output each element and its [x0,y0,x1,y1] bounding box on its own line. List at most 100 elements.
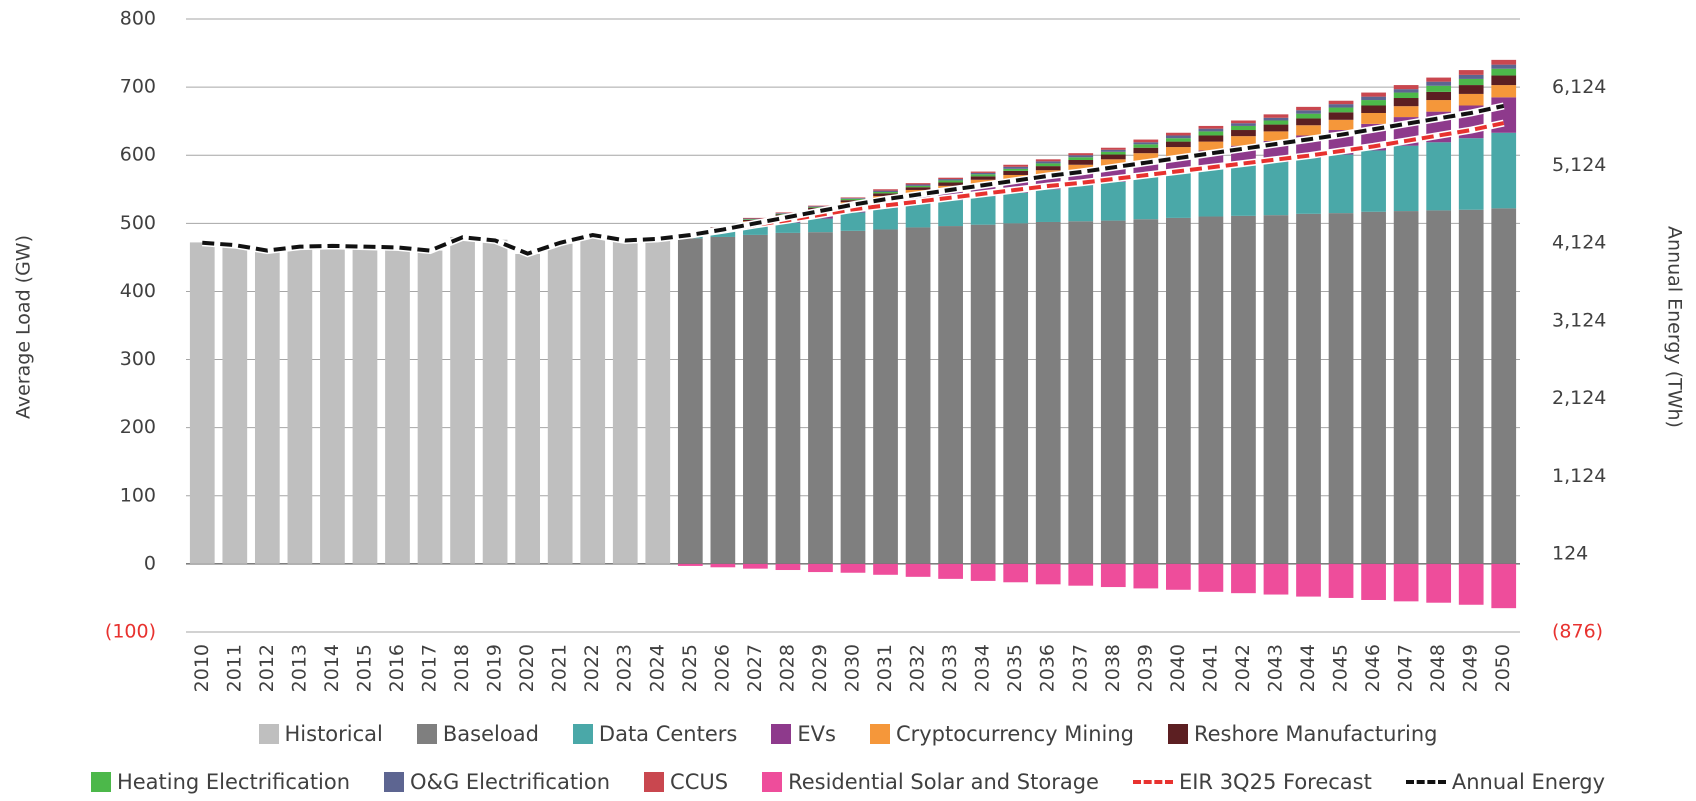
bar-segment [1068,155,1094,158]
bar-segment [840,198,866,199]
bar-segment [840,198,866,201]
bar-segment [775,212,801,214]
x-tick-label: 2026 [711,644,733,692]
bar-segment [1491,132,1517,209]
bar-segment [1003,563,1029,583]
bar-segment [1426,563,1452,603]
bar-segment [873,189,898,191]
bar-segment [938,226,963,564]
bar-segment [1263,563,1289,595]
x-tick-label: 2037 [1069,644,1091,692]
bar-segment [1296,125,1321,136]
bar-segment [1100,159,1126,168]
legend-item: Baseload [416,722,539,746]
legend-swatch [1405,780,1446,784]
legend-label: Heating Electrification [116,770,351,794]
bar-segment [743,219,768,220]
bar-segment [1361,211,1386,564]
bar-segment [1068,563,1094,586]
bar-segment [385,247,410,564]
y-tick-label: (100) [105,621,156,643]
legend-swatch [416,724,437,744]
legend-item: Historical [258,722,383,746]
bar-segment [1458,85,1484,94]
bar-segment [1458,209,1484,564]
x-tick-label: 2010 [191,644,213,692]
bar-segment [1328,154,1354,214]
bar-segment [1361,150,1386,212]
y-tick-label: 0 [144,552,156,574]
x-tick-label: 2015 [353,644,375,692]
bar-segment [710,563,736,568]
bar-segment [1231,165,1256,216]
x-tick-label: 2018 [451,644,473,692]
x-tick-label: 2012 [256,644,278,692]
y2-tick-label: 2,124 [1552,387,1606,409]
x-tick-label: 2048 [1427,644,1449,692]
y-tick-label: 800 [120,8,156,30]
bar-segment [873,192,898,194]
line [690,121,1505,237]
bar-segment [1361,105,1386,113]
bar-segment [938,563,963,579]
bar-segment [1426,210,1452,564]
bar-segment [1198,563,1224,592]
x-tick-label: 2023 [614,644,636,692]
bar-segment [873,193,898,197]
bar-segment [1296,213,1321,564]
bar-segment [189,242,215,564]
bar-segment [612,240,638,564]
bar-segment [1231,123,1256,126]
x-tick-label: 2016 [386,644,408,692]
legend-item: Residential Solar and Storage [762,770,1099,794]
x-tick-label: 2044 [1297,644,1319,692]
bar-segment [1166,172,1191,218]
bar-segment [1263,117,1289,121]
bar-segment [743,217,768,219]
bar-segment [1458,74,1484,79]
legend-label: Historical [284,722,383,746]
bar-segment [775,222,801,233]
bar-segment [1491,208,1517,564]
bar-segment [222,245,248,564]
bar-segment [1426,77,1452,82]
bar-segment [970,171,996,173]
bar-segment [1231,120,1256,124]
bar-segment [938,180,963,183]
bar-segment [1458,138,1484,210]
x-tick-label: 2050 [1492,644,1514,692]
legend: Heating Electrification O&G Electrificati… [0,770,1696,794]
legend-label: EVs [797,722,836,746]
legend-swatch [869,724,890,744]
bar-segment [808,218,833,233]
bar-segment [840,212,866,231]
bar-segment [775,232,801,564]
legend-item: EIR 3Q25 Forecast [1132,770,1372,794]
bar-segment [1133,139,1159,143]
bar-segment [970,174,996,177]
bar-segment [710,236,736,564]
bar-segment [905,227,931,564]
bar-segment [1393,98,1419,107]
bar-segment [1393,211,1419,564]
y2-tick-label: 3,124 [1552,309,1606,331]
bar-segment [775,563,801,571]
legend-item: CCUS [644,770,728,794]
bar-segment [1328,213,1354,564]
bar-segment [1166,141,1191,148]
bar-segment [1100,154,1126,160]
legend-item: Reshore Manufacturing [1167,722,1437,746]
x-tick-label: 2024 [646,644,668,692]
y-tick-label: 600 [120,144,156,166]
bar-segment [287,246,313,564]
legend-label: EIR 3Q25 Forecast [1178,770,1372,794]
y-tick-label: 200 [120,416,156,438]
bar-segment [1198,128,1224,132]
x-tick-label: 2049 [1460,644,1482,692]
bar-segment [1035,221,1061,564]
bar-segment [840,230,866,564]
legend-swatch [771,724,792,744]
bar-segment [1133,142,1159,145]
bar-segment [1133,144,1159,148]
